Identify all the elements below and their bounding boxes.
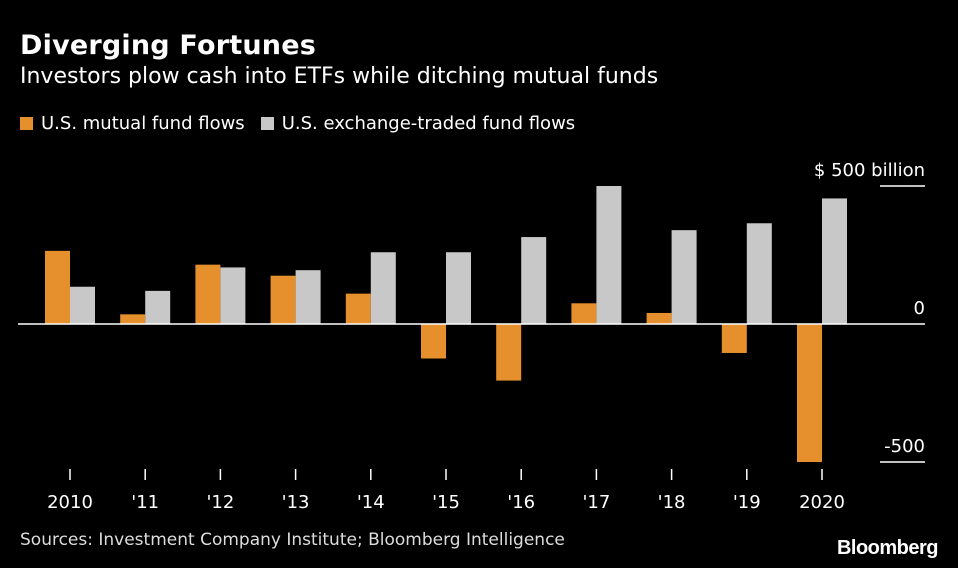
chart-subtitle: Investors plow cash into ETFs while ditc…: [20, 64, 659, 89]
bar-etf-10: [822, 198, 847, 324]
x-tick-label-9: '19: [733, 492, 761, 513]
bar-etf-6: [521, 237, 547, 324]
legend-swatch-mutual-funds: [20, 117, 33, 130]
bar-etf-8: [671, 230, 697, 324]
bar-mutual-4: [345, 293, 371, 324]
legend-item-etfs: U.S. exchange-traded fund flows: [260, 113, 576, 134]
bar-etf-4: [370, 252, 396, 324]
x-tick-label-3: '13: [282, 492, 310, 513]
y-tick-label-2: -500: [884, 436, 925, 457]
bar-mutual-1: [120, 314, 146, 324]
bar-etf-2: [220, 267, 246, 324]
bar-etf-0: [70, 286, 95, 324]
bar-mutual-2: [195, 264, 221, 324]
y-tick-label-0: $ 500 billion: [814, 160, 925, 181]
bloomberg-logo: Bloomberg: [836, 537, 939, 559]
legend: U.S. mutual fund flows U.S. exchange-tra…: [20, 113, 591, 134]
y-tick-label-1: 0: [914, 298, 925, 319]
chart-title: Diverging Fortunes: [20, 30, 316, 61]
bar-etf-1: [145, 290, 171, 324]
x-tick-label-2: '12: [206, 492, 234, 513]
legend-item-mutual-funds: U.S. mutual fund flows: [20, 113, 245, 134]
bar-etf-5: [446, 252, 471, 324]
x-tick-label-1: '11: [131, 492, 159, 513]
x-tick-label-10: 2020: [799, 492, 845, 513]
x-tick-label-4: '14: [357, 492, 385, 513]
bar-mutual-3: [270, 275, 296, 324]
x-tick-label-8: '18: [658, 492, 686, 513]
bar-mutual-9: [721, 324, 747, 353]
x-tick-label-5: '15: [432, 492, 460, 513]
bar-mutual-0: [45, 250, 70, 324]
x-tick-label-6: '16: [507, 492, 535, 513]
bar-mutual-5: [421, 324, 446, 359]
x-tick-label-0: 2010: [47, 492, 93, 513]
bar-etf-9: [746, 223, 772, 324]
bar-mutual-6: [496, 324, 522, 381]
bar-etf-7: [596, 186, 622, 324]
bar-mutual-7: [571, 303, 597, 324]
source-note: Sources: Investment Company Institute; B…: [20, 530, 565, 550]
bar-mutual-8: [646, 312, 672, 324]
legend-swatch-etfs: [260, 117, 274, 130]
legend-label-mutual-funds: U.S. mutual fund flows: [41, 113, 245, 134]
bar-etf-3: [295, 270, 321, 324]
legend-label-etfs: U.S. exchange-traded fund flows: [281, 113, 576, 134]
bar-mutual-10: [797, 324, 822, 462]
x-tick-label-7: '17: [582, 492, 610, 513]
